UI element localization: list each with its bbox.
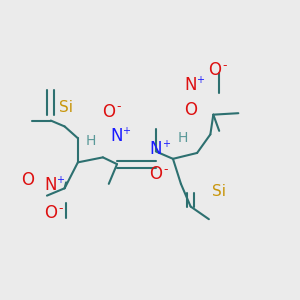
Text: -: - (222, 59, 227, 72)
Text: +: + (56, 175, 64, 185)
Text: O: O (184, 101, 197, 119)
Text: H: H (178, 131, 188, 145)
Text: Si: Si (212, 184, 226, 199)
Text: +: + (196, 75, 204, 85)
Text: O: O (208, 61, 221, 80)
Text: H: H (86, 134, 96, 148)
Text: +: + (162, 139, 170, 149)
Text: O: O (102, 103, 115, 121)
Text: Si: Si (59, 100, 73, 115)
Text: O: O (21, 171, 34, 189)
Text: N: N (150, 140, 162, 158)
Text: +: + (122, 126, 130, 136)
Text: O: O (149, 165, 162, 183)
Text: -: - (164, 163, 168, 176)
Text: N: N (44, 176, 57, 194)
Text: N: N (184, 76, 197, 94)
Text: -: - (116, 100, 121, 113)
Text: -: - (58, 202, 63, 215)
Text: N: N (111, 127, 123, 145)
Text: O: O (44, 204, 57, 222)
